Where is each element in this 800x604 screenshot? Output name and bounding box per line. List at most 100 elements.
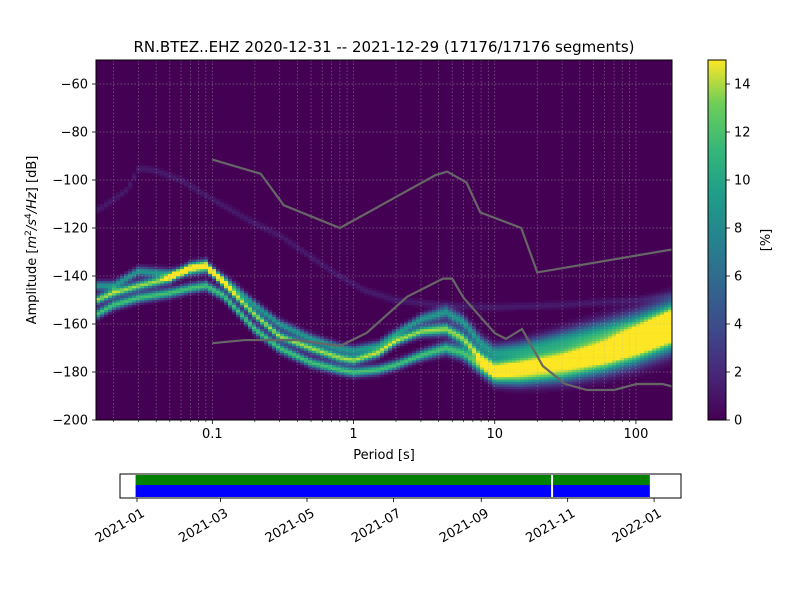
density-cell (452, 312, 457, 315)
density-cell (536, 374, 541, 378)
density-cell (656, 350, 661, 354)
density-cell (556, 333, 561, 337)
density-cell (348, 362, 353, 366)
density-cell (564, 357, 569, 361)
density-cell (608, 321, 613, 325)
density-cell (480, 304, 485, 308)
density-cell (224, 271, 229, 274)
density-cell (540, 350, 545, 354)
density-cell (604, 379, 609, 382)
density-cell (632, 333, 637, 337)
density-cell (460, 336, 465, 339)
density-cell (628, 302, 633, 306)
density-cell (452, 304, 457, 308)
density-cell (468, 319, 473, 322)
density-cell (532, 386, 537, 390)
density-cell (652, 307, 657, 310)
density-cell (552, 367, 557, 370)
density-cell (492, 364, 497, 368)
density-cell (440, 307, 445, 310)
density-cell (488, 372, 493, 375)
density-cell (540, 345, 545, 349)
density-cell (208, 266, 213, 270)
density-cell (568, 360, 573, 363)
density-cell (108, 312, 113, 315)
density-cell (368, 357, 373, 361)
density-cell (632, 321, 637, 325)
density-cell (356, 369, 361, 373)
density-cell (600, 326, 605, 330)
density-cell (604, 357, 609, 361)
density-cell (456, 326, 461, 330)
density-cell (564, 374, 569, 378)
density-cell (184, 273, 189, 277)
density-cell (628, 304, 633, 308)
density-cell (168, 300, 173, 303)
density-cell (260, 223, 265, 226)
density-cell (512, 348, 517, 351)
density-cell (376, 374, 381, 378)
density-cell (284, 350, 289, 354)
density-cell (536, 331, 541, 334)
density-cell (424, 343, 429, 346)
density-cell (572, 362, 577, 366)
timeline-tick-label: 2021-11 (524, 506, 579, 546)
density-cell (572, 319, 577, 322)
density-cell (392, 372, 397, 375)
density-cell (348, 352, 353, 356)
density-cell (584, 316, 589, 320)
density-cell (404, 300, 409, 303)
density-cell (632, 297, 637, 301)
density-cell (456, 307, 461, 310)
density-cell (444, 350, 449, 354)
density-cell (244, 326, 249, 330)
density-cell (300, 355, 305, 358)
density-cell (396, 367, 401, 370)
density-cell (216, 276, 221, 279)
density-cell (600, 300, 605, 303)
density-cell (452, 338, 457, 342)
density-cell (568, 352, 573, 356)
y-axis-label-part: / (25, 224, 40, 231)
density-cell (444, 321, 449, 325)
density-cell (264, 316, 269, 320)
density-cell (108, 297, 113, 301)
density-cell (564, 300, 569, 303)
density-cell (408, 319, 413, 322)
density-cell (576, 302, 581, 306)
density-cell (324, 266, 329, 270)
density-cell (364, 374, 369, 378)
density-cell (656, 333, 661, 337)
density-cell (508, 386, 513, 390)
density-cell (164, 283, 169, 286)
density-cell (240, 302, 245, 306)
density-cell (460, 321, 465, 325)
density-cell (352, 280, 357, 284)
density-cell (136, 273, 141, 277)
density-cell (216, 285, 221, 289)
density-cell (372, 357, 377, 361)
density-cell (356, 362, 361, 366)
density-cell (504, 345, 509, 349)
density-cell (668, 307, 672, 310)
density-cell (628, 324, 633, 327)
density-cell (412, 328, 417, 332)
density-cell (580, 364, 585, 368)
density-cell (492, 304, 497, 308)
density-cell (416, 336, 421, 339)
density-cell (284, 343, 289, 346)
density-cell (296, 333, 301, 337)
density-cell (444, 343, 449, 346)
density-cell (468, 338, 473, 342)
density-cell (628, 326, 633, 330)
density-cell (160, 292, 165, 296)
density-cell (596, 304, 601, 308)
density-cell (464, 309, 469, 313)
density-cell (620, 376, 625, 380)
density-cell (112, 300, 117, 303)
density-cell (124, 302, 129, 306)
density-cell (472, 348, 477, 351)
density-cell (500, 388, 505, 392)
density-cell (600, 381, 605, 385)
density-cell (600, 376, 605, 380)
